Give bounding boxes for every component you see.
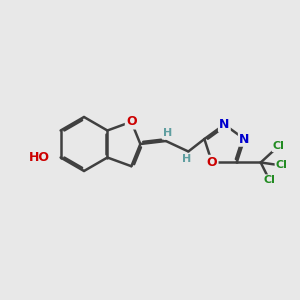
Text: Cl: Cl bbox=[264, 176, 276, 185]
Text: Cl: Cl bbox=[276, 160, 288, 170]
Text: H: H bbox=[182, 154, 191, 164]
Text: O: O bbox=[207, 156, 217, 169]
Text: Cl: Cl bbox=[273, 141, 285, 151]
Text: N: N bbox=[239, 133, 250, 146]
Text: H: H bbox=[163, 128, 172, 139]
Text: HO: HO bbox=[29, 151, 50, 164]
Text: N: N bbox=[219, 118, 230, 131]
Text: O: O bbox=[126, 115, 137, 128]
